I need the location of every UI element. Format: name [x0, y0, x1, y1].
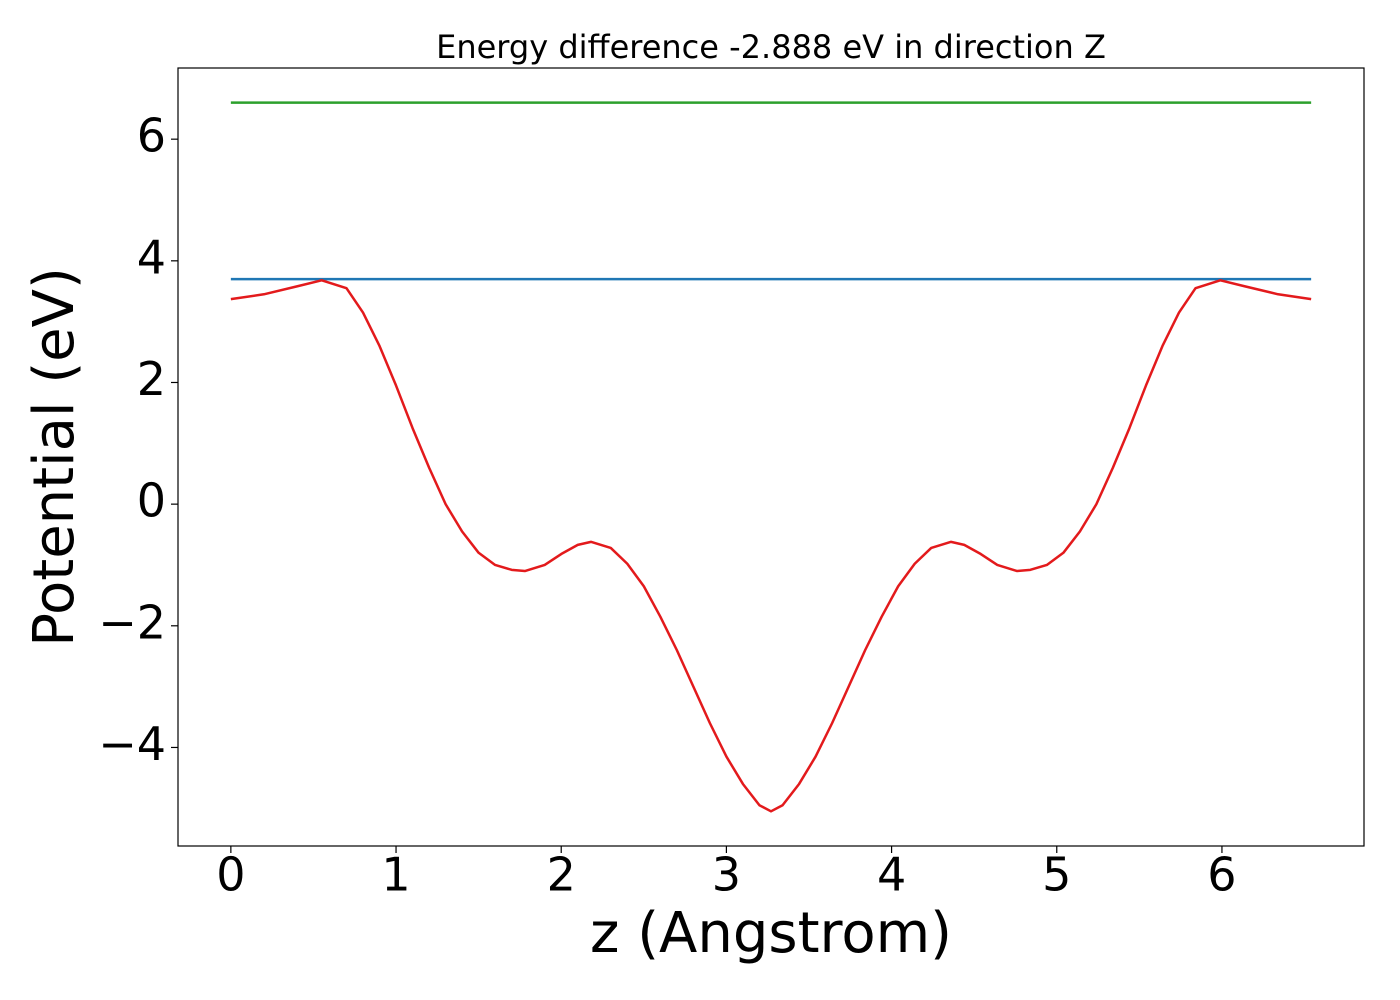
x-tick-label: 0	[216, 848, 245, 902]
y-tick-label: −2	[98, 595, 166, 649]
y-tick-label: 0	[137, 474, 166, 528]
x-tick-label: 3	[712, 848, 741, 902]
y-tick-label: 6	[137, 109, 166, 163]
y-tick-label: −4	[98, 717, 166, 771]
x-tick-label: 6	[1207, 848, 1236, 902]
x-axis-label: z (Angstrom)	[590, 901, 952, 966]
y-tick-label: 2	[137, 352, 166, 406]
x-tick-label: 1	[381, 848, 410, 902]
line-series	[230, 279, 1312, 813]
chart-title: Energy difference -2.888 eV in direction…	[436, 28, 1106, 66]
plot-frame	[177, 67, 1365, 847]
y-axis-label: Potential (eV)	[22, 267, 87, 647]
y-tick-label: 4	[137, 230, 166, 284]
x-tick-label: 5	[1042, 848, 1071, 902]
x-tick-label: 2	[547, 848, 576, 902]
x-tick-label: 4	[877, 848, 906, 902]
